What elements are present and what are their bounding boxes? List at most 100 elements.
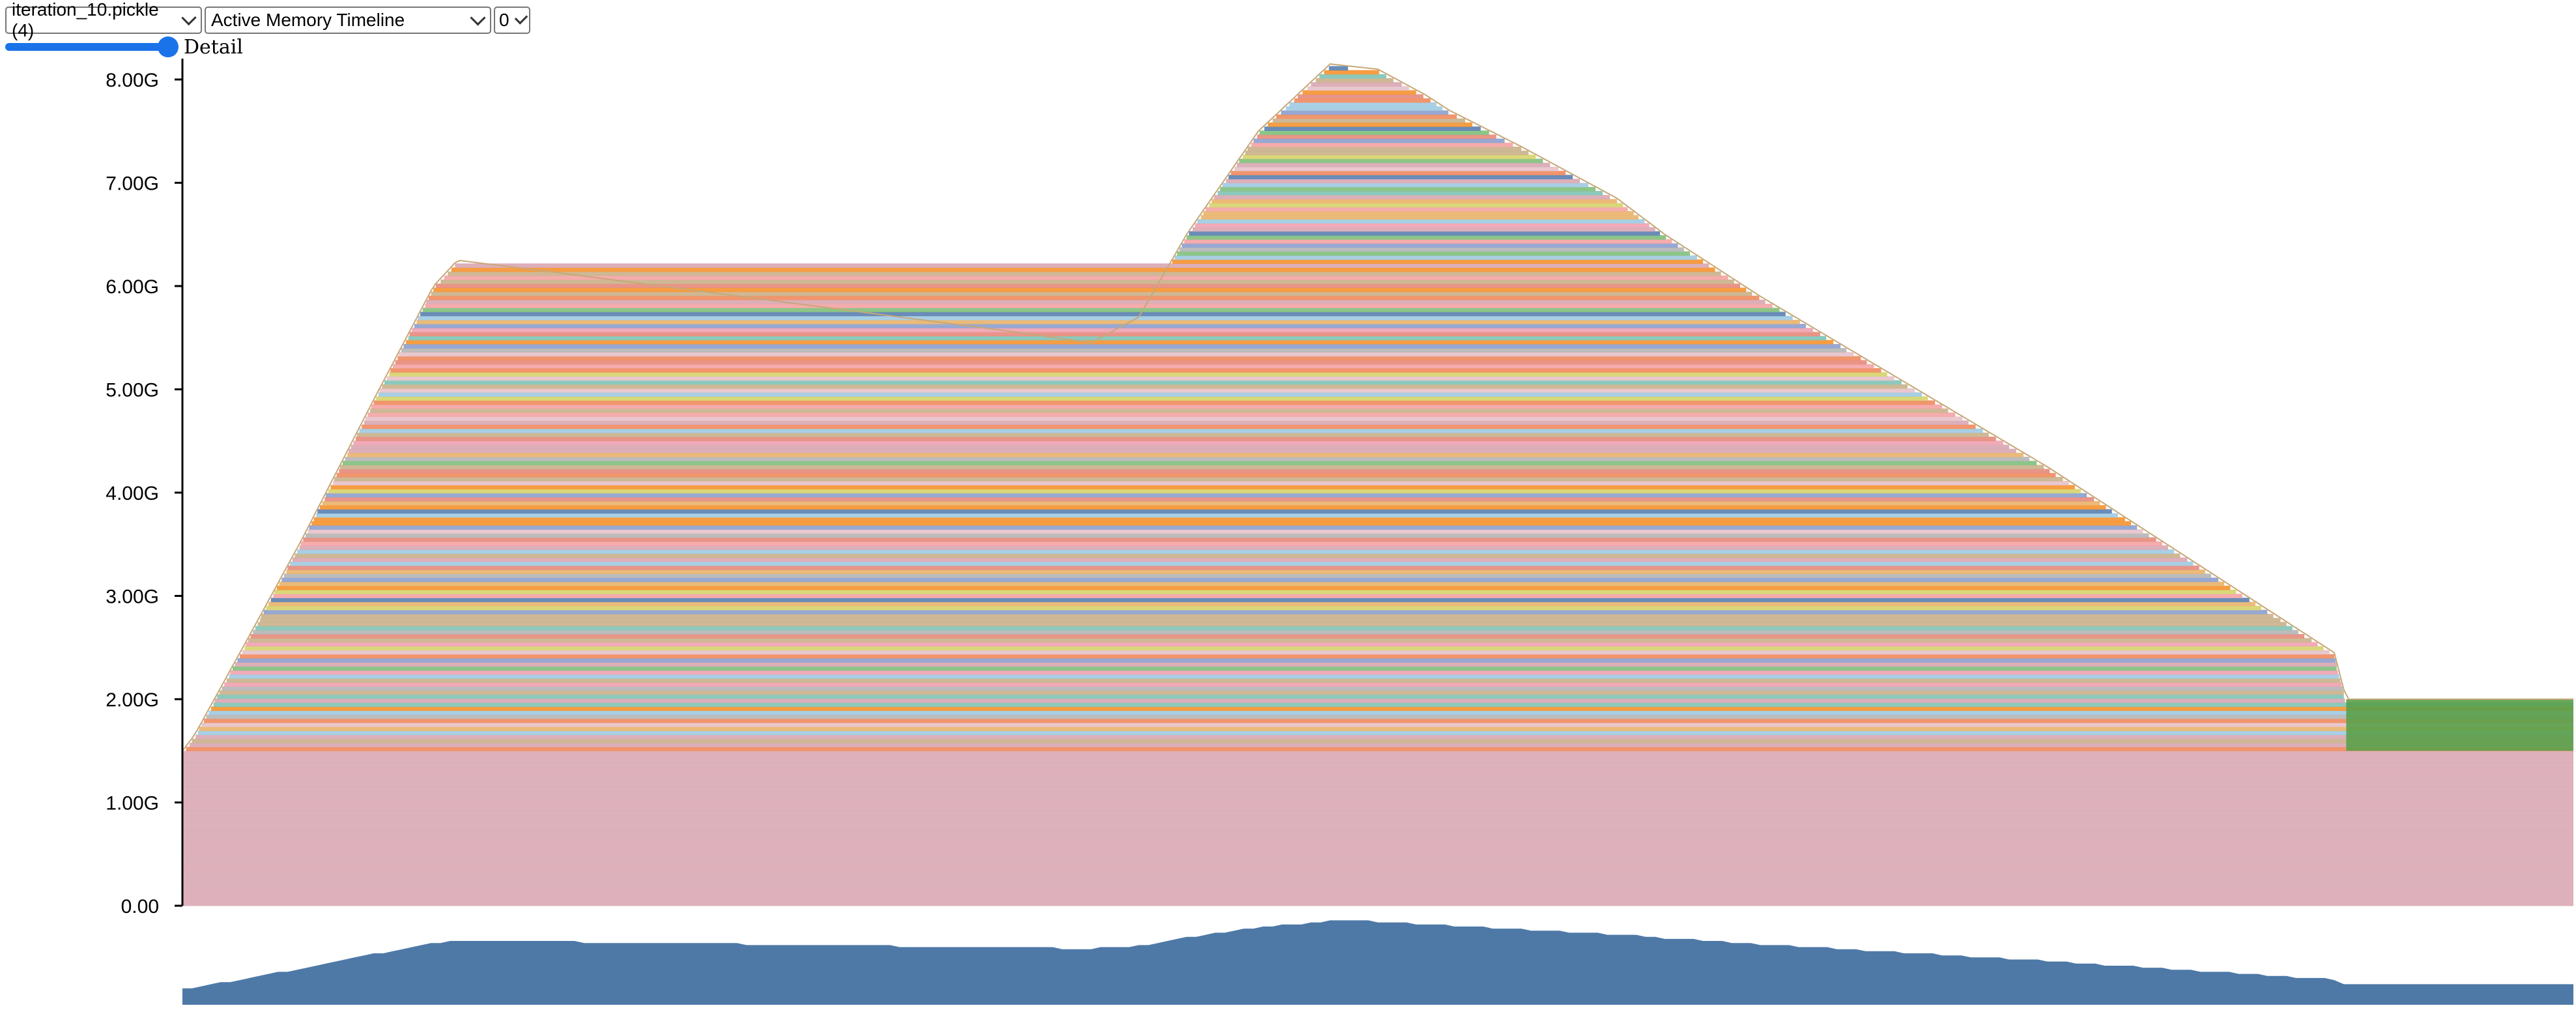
allocation-band[interactable] — [1268, 122, 1472, 127]
allocation-band[interactable] — [240, 654, 2334, 659]
allocation-band[interactable] — [444, 275, 1728, 280]
allocation-band[interactable] — [433, 287, 1747, 293]
allocation-band[interactable] — [426, 299, 1766, 304]
baseline-allocation-band[interactable] — [182, 856, 2573, 858]
baseline-allocation-band[interactable] — [182, 874, 2573, 877]
overview-minimap[interactable] — [182, 920, 2573, 1005]
baseline-allocation-band[interactable] — [182, 837, 2573, 839]
baseline-allocation-band[interactable] — [182, 864, 2573, 867]
allocation-band[interactable] — [440, 280, 1734, 284]
allocation-band[interactable] — [195, 734, 2573, 740]
baseline-allocation-band[interactable] — [182, 880, 2573, 882]
allocation-band[interactable] — [233, 666, 2337, 671]
allocation-band[interactable] — [253, 629, 2298, 635]
allocation-band[interactable] — [326, 493, 2087, 498]
baseline-allocation-band[interactable] — [182, 766, 2573, 769]
allocation-band[interactable] — [328, 489, 2081, 494]
allocation-band[interactable] — [349, 448, 2016, 454]
baseline-allocation-band[interactable] — [182, 759, 2573, 762]
allocation-band[interactable] — [356, 432, 1989, 437]
allocation-band[interactable] — [429, 295, 1760, 300]
allocation-band[interactable] — [244, 646, 2324, 651]
baseline-allocation-band[interactable] — [182, 858, 2573, 860]
baseline-allocation-band[interactable] — [182, 828, 2573, 831]
allocation-band[interactable] — [1225, 179, 1581, 184]
allocation-band[interactable] — [1231, 171, 1566, 175]
allocation-band[interactable] — [1214, 195, 1610, 199]
baseline-allocation-band[interactable] — [182, 809, 2573, 812]
baseline-allocation-band[interactable] — [182, 797, 2573, 800]
allocation-band[interactable] — [342, 461, 2037, 465]
allocation-band[interactable] — [308, 529, 2143, 534]
allocation-band[interactable] — [1218, 191, 1603, 195]
baseline-allocation-band[interactable] — [182, 816, 2573, 818]
allocation-band[interactable] — [260, 618, 2281, 623]
baseline-allocation-band[interactable] — [182, 902, 2573, 904]
allocation-band-tail[interactable] — [2346, 699, 2573, 751]
baseline-allocation-band[interactable] — [182, 783, 2573, 786]
allocation-band[interactable] — [1328, 66, 1349, 71]
allocation-band[interactable] — [406, 339, 1834, 345]
allocation-band[interactable] — [379, 388, 1915, 393]
baseline-allocation-band[interactable] — [182, 867, 2573, 871]
allocation-band[interactable] — [224, 682, 2342, 687]
baseline-allocation-band[interactable] — [182, 811, 2573, 813]
allocation-band[interactable] — [1205, 207, 1628, 212]
device-select[interactable]: 0 — [494, 7, 530, 34]
allocation-band[interactable] — [279, 581, 2225, 586]
allocation-band[interactable] — [359, 428, 1983, 433]
allocation-band[interactable] — [353, 440, 2003, 446]
baseline-allocation-band[interactable] — [182, 786, 2573, 789]
view-select[interactable]: Active Memory Timeline — [205, 7, 491, 34]
baseline-allocation-band[interactable] — [182, 792, 2573, 794]
allocation-band[interactable] — [378, 392, 1922, 397]
baseline-allocation-band[interactable] — [182, 895, 2573, 898]
allocation-band[interactable] — [292, 557, 2188, 562]
baseline-allocation-band[interactable] — [182, 819, 2573, 822]
baseline-allocation-band[interactable] — [182, 842, 2573, 844]
baseline-allocation-band[interactable] — [182, 805, 2573, 808]
baseline-allocation-band[interactable] — [182, 848, 2573, 851]
allocation-band[interactable] — [1186, 235, 1667, 240]
baseline-allocation-band[interactable] — [182, 904, 2573, 906]
allocation-band[interactable] — [455, 263, 1710, 268]
baseline-allocation-band[interactable] — [182, 899, 2573, 901]
allocation-band[interactable] — [219, 690, 2344, 695]
allocation-band[interactable] — [365, 416, 1963, 421]
allocation-band[interactable] — [297, 549, 2175, 554]
baseline-allocation-band[interactable] — [182, 866, 2573, 869]
snapshot-file-select[interactable]: iteration_10.pickle (4) — [5, 0, 202, 40]
allocation-band[interactable] — [451, 267, 1715, 272]
allocation-band[interactable] — [217, 694, 2344, 699]
allocation-band[interactable] — [399, 352, 1854, 357]
allocation-band[interactable] — [309, 525, 2138, 530]
allocation-band[interactable] — [1228, 175, 1573, 180]
allocation-band[interactable] — [192, 738, 2574, 743]
allocation-band[interactable] — [316, 513, 2118, 518]
allocation-band[interactable] — [1264, 126, 1481, 131]
allocation-band[interactable] — [206, 714, 2574, 719]
allocation-band[interactable] — [1251, 142, 1513, 147]
baseline-allocation-band[interactable] — [182, 818, 2573, 820]
allocation-band[interactable] — [1253, 138, 1505, 143]
baseline-allocation-band[interactable] — [182, 821, 2573, 824]
allocation-band[interactable] — [347, 452, 2024, 457]
timeline-plot-area[interactable] — [182, 63, 2574, 906]
allocation-band[interactable] — [1184, 239, 1672, 244]
baseline-allocation-band[interactable] — [182, 852, 2573, 855]
allocation-band[interactable] — [313, 517, 2125, 522]
baseline-allocation-band[interactable] — [182, 876, 2573, 879]
allocation-band[interactable] — [409, 332, 1820, 337]
allocation-band[interactable] — [1272, 118, 1465, 123]
allocation-band[interactable] — [283, 573, 2211, 579]
baseline-allocation-band[interactable] — [182, 751, 2573, 753]
allocation-band[interactable] — [395, 360, 1867, 365]
allocation-band[interactable] — [274, 589, 2237, 594]
baseline-allocation-band[interactable] — [182, 785, 2573, 788]
allocation-band[interactable] — [1285, 106, 1443, 111]
allocation-band[interactable] — [226, 678, 2341, 683]
allocation-band[interactable] — [1203, 210, 1634, 216]
allocation-band[interactable] — [257, 622, 2287, 627]
baseline-allocation-band[interactable] — [182, 776, 2573, 779]
